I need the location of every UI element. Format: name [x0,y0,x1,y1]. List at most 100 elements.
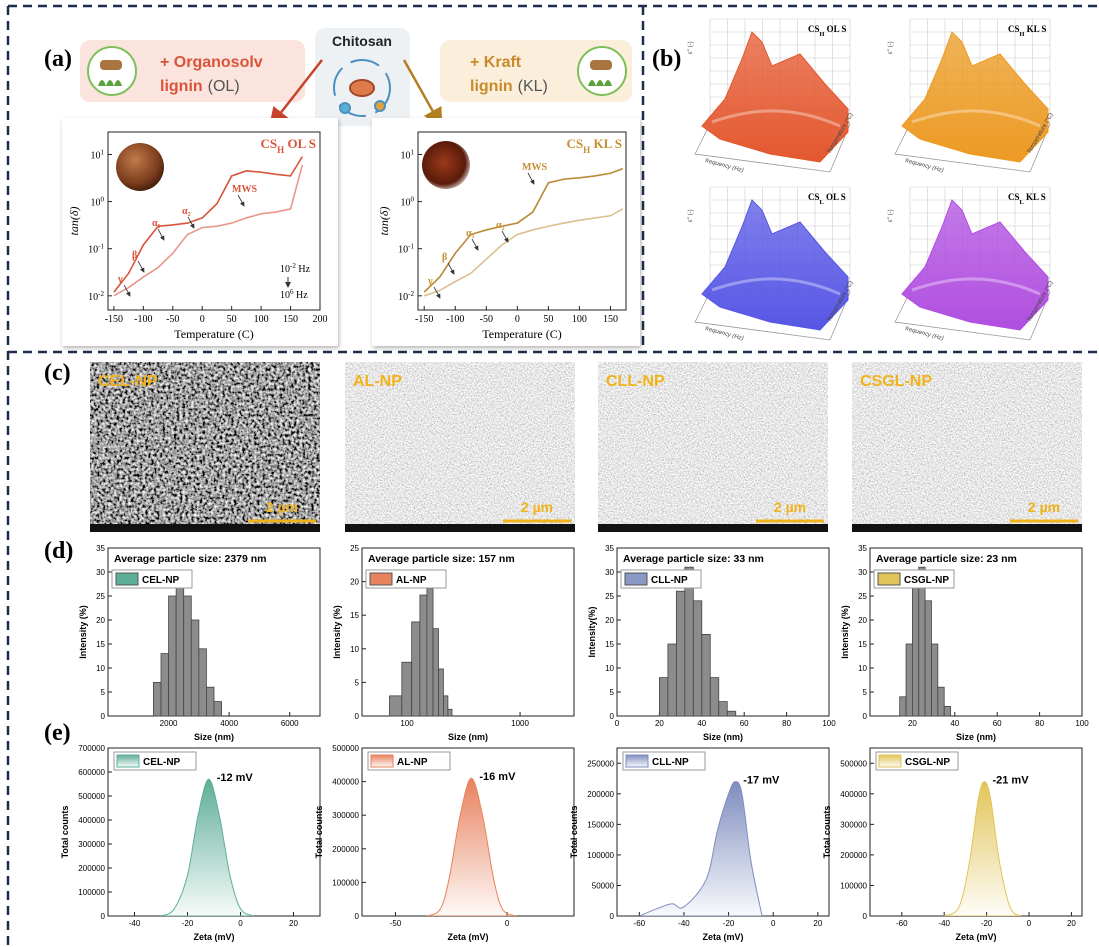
text: lignin [470,78,513,95]
panel-a-header: + Organosolv lignin(OL) Chitosan + Kraft… [62,28,640,346]
y-tick-label: 200000 [332,845,359,854]
info-bar [345,524,575,532]
text: CS [567,136,584,151]
histogram-bar [912,582,918,716]
x-tick-label: -40 [678,919,690,928]
x-tick-label: 20 [1067,919,1076,928]
axis-label: frequency (Hz) [704,326,744,342]
histogram-bar [659,678,667,716]
text: 0 [411,196,415,204]
text: (OL) [208,78,240,95]
y-tick-label: 300000 [78,840,105,849]
histogram-bar [944,706,950,716]
annotation: Average particle size: 2379 nm [114,553,267,565]
box-subtitle: lignin(OL) [160,78,240,95]
x-tick-label: 20 [655,719,664,728]
y-tick-label: 100000 [587,851,614,860]
scale-label: 2 µm [521,499,553,515]
x-tick-label: 50 [227,314,237,325]
x-tick-label: 0 [238,919,243,928]
text: 10 [401,150,411,161]
legend-swatch [625,573,647,585]
panel-label: (a) [44,46,72,72]
x-tick-label: 0 [1027,919,1032,928]
x-axis-label: Size (nm) [194,732,234,742]
y-tick-label: 5 [355,678,360,687]
text: (KL) [518,78,548,95]
y-tick-label: 400000 [78,816,105,825]
text: 10 [88,292,98,303]
y-tick-label: 100000 [840,881,867,890]
x-tick-label: 20 [908,719,917,728]
panel-label: (d) [44,538,73,564]
histogram-bar [685,567,693,716]
x-tick-label: 80 [1035,719,1044,728]
image-label: CEL-NP [98,373,158,390]
x-tick-label: 200 [313,314,328,325]
text: KL S [590,136,622,151]
y-tick-label: 20 [858,616,867,625]
text: -1 [408,243,414,251]
info-bar [90,524,320,532]
text: 10 [280,264,290,275]
y-tick-label: 0 [863,712,868,721]
text: 10 [398,245,408,256]
histogram-bar [412,622,420,716]
text: -1 [98,243,104,251]
y-tick-label: 0 [610,912,615,921]
x-tick-label: -100 [446,314,464,325]
histogram-bar [439,669,444,716]
frequency-label: 10-2 Hz [280,262,311,275]
y-tick-label: 500000 [78,792,105,801]
histogram-bar [668,644,676,716]
text: Hz [296,264,311,275]
text: 0 [101,196,105,204]
text: 10 [88,245,98,256]
info-bar [852,524,1082,532]
text: CS [1008,192,1020,202]
x-tick-label: 80 [782,719,791,728]
page: (a) (b) (c) (d) (e) + Organosolv lignin(… [0,0,1099,947]
text: OL S [284,136,316,151]
y-tick-label: 0 [101,912,106,921]
x-tick-label: -20 [182,919,194,928]
box-subtitle: lignin (KL) [470,78,548,95]
y-tick-label: 150000 [587,820,614,829]
surface-title: CSH KL S [1008,24,1046,38]
lignin-icon [88,47,136,95]
text: -2 [408,290,414,298]
surface-plot: ε'' (-)frequency (Hz)Temperature (°C) [688,19,855,174]
scale-label: 2 µm [774,499,806,515]
y-tick-label: 0 [863,912,868,921]
x-axis-label: Zeta (mV) [447,932,488,942]
legend-label: AL-NP [397,757,428,768]
text: CS [808,24,820,34]
legend-swatch [626,755,648,767]
frequency-label: 106 Hz [280,288,308,301]
y-tick-label: 400000 [332,778,359,787]
x-tick-label: -60 [634,919,646,928]
annotation: γ [117,274,123,285]
x-tick-label: 4000 [220,719,238,728]
histogram-bar [710,678,718,716]
y-tick-label: 30 [605,568,614,577]
histogram-bar [925,601,931,716]
histogram-bar [176,572,184,716]
box-title: Chitosan [332,33,392,49]
y-tick-label: 20 [350,578,359,587]
histogram-bar [719,702,727,716]
y-tick-label: 20 [96,616,105,625]
x-tick-label: 0 [771,919,776,928]
text: OL S [824,192,846,202]
y-tick-label: 15 [858,640,867,649]
surface-plot: ε'' (-)frequency (Hz)Temperature (°C) [888,187,1055,342]
y-axis-label: Intensity(%) [587,606,597,657]
text: 10 [398,292,408,303]
figure: (a) (b) (c) (d) (e) + Organosolv lignin(… [0,0,1099,947]
x-tick-label: 0 [515,314,520,325]
y-tick-label: 500000 [332,744,359,753]
y-tick-label: 0 [101,712,106,721]
y-tick-label: 30 [858,568,867,577]
x-tick-label: 150 [283,314,298,325]
histogram-bar [727,711,735,716]
